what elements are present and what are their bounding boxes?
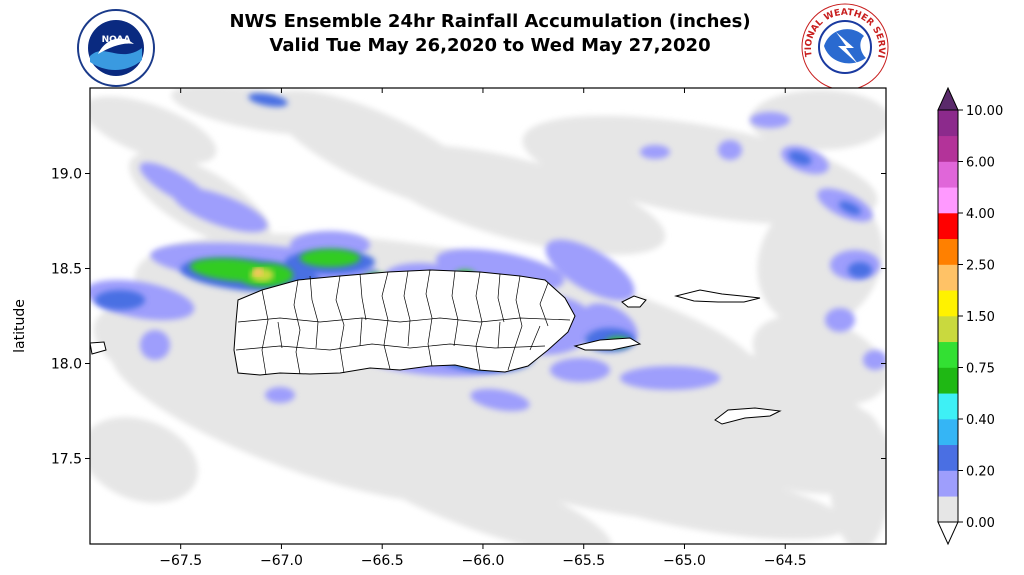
- colorbar-segment: [938, 393, 958, 420]
- noaa-logo: NOAA: [77, 9, 155, 87]
- map-frame: [89, 87, 887, 545]
- colorbar-segment: [938, 419, 958, 446]
- colorbar-segment: [938, 110, 958, 137]
- vieques-outline: [573, 337, 642, 351]
- mona-island-outline: [90, 341, 107, 355]
- x-tick-label: −66.0: [462, 553, 505, 569]
- colorbar-label: 0.20: [966, 465, 995, 480]
- colorbar-segment: [938, 135, 958, 162]
- y-tick-label: 18.5: [51, 262, 82, 278]
- colorbar-segment: [938, 341, 958, 368]
- colorbar-over-arrow: [937, 86, 959, 111]
- title-line-1: NWS Ensemble 24hr Rainfall Accumulation …: [229, 11, 751, 32]
- nws-logo: NATIONAL WEATHER SERVICE: [800, 2, 889, 91]
- land-outlines: [90, 269, 782, 425]
- st-thomas-outline: [674, 289, 761, 303]
- map-title: NWS Ensemble 24hr Rainfall Accumulation …: [170, 10, 810, 58]
- colorbar-segment: [938, 161, 958, 188]
- colorbar-label: 0.75: [966, 362, 995, 377]
- colorbar-segment: [938, 470, 958, 497]
- colorbar-segment: [938, 496, 958, 523]
- y-tick-label: 19.0: [51, 167, 82, 183]
- x-tick-label: −67.5: [159, 553, 202, 569]
- colorbar-label: 10.00: [966, 104, 1003, 119]
- title-line-2: Valid Tue May 26,2020 to Wed May 27,2020: [269, 35, 711, 56]
- colorbar-segment: [938, 444, 958, 471]
- colorbar-segment: [938, 264, 958, 291]
- noaa-logo-text: NOAA: [102, 35, 131, 45]
- colorbar-segment: [938, 238, 958, 265]
- x-tick-label: −64.5: [764, 553, 807, 569]
- x-tick-label: −67.0: [260, 553, 303, 569]
- colorbar-label: 2.50: [966, 259, 995, 274]
- colorbar-segment: [938, 187, 958, 214]
- colorbar-label: 4.00: [966, 207, 995, 222]
- y-tick-label: 18.0: [51, 357, 82, 373]
- st-croix-outline: [714, 407, 782, 425]
- colorbar-segment: [938, 290, 958, 317]
- puerto-rico-outline: [233, 269, 576, 376]
- colorbar-segment: [938, 316, 958, 343]
- y-tick-label: 17.5: [51, 452, 82, 468]
- colorbar-segment: [938, 213, 958, 240]
- colorbar-segment: [938, 367, 958, 394]
- colorbar-label: 1.50: [966, 310, 995, 325]
- map-plot-area: [90, 88, 886, 544]
- x-tick-label: −66.5: [361, 553, 404, 569]
- colorbar-label: 6.00: [966, 156, 995, 171]
- x-axis-ticks: −67.5 −67.0 −66.5 −66.0 −65.5 −65.0 −64.5: [159, 88, 807, 569]
- colorbar-label: 0.00: [966, 516, 995, 531]
- colorbar-under-arrow: [937, 521, 959, 546]
- colorbar-label: 0.40: [966, 413, 995, 428]
- culebra-outline: [621, 295, 647, 308]
- x-tick-label: −65.0: [663, 553, 706, 569]
- colorbar: 10.00 6.00 4.00 2.50 1.50 0.75 0.40 0.20 0.00: [937, 86, 1003, 546]
- y-axis-ticks: 19.0 18.5 18.0 17.5: [51, 167, 886, 468]
- x-tick-label: −65.5: [562, 553, 605, 569]
- municipality-boundaries: [235, 269, 571, 376]
- rainfall-contour-layer: [253, 268, 263, 276]
